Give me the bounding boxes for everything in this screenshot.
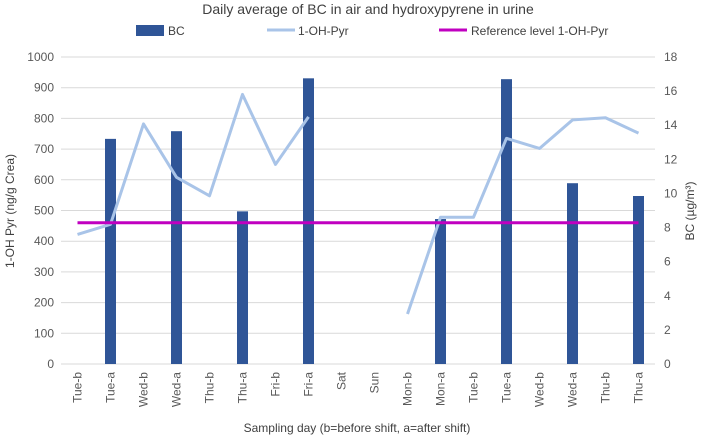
left-axis-ticks: 0 100 200 300 400 500 600 700 800 900 1000	[27, 50, 54, 371]
y-left-tick-label: 800	[34, 111, 54, 125]
x-tick-label: Sun	[368, 372, 382, 393]
y-left-tick-label: 100	[34, 326, 54, 340]
x-tick-label: Wed-b	[533, 372, 547, 407]
x-tick-label: Tue-b	[71, 372, 85, 403]
x-tick-label: Wed-a	[566, 372, 580, 407]
x-tick-label: Wed-b	[137, 372, 151, 407]
x-tick-label: Mon-a	[434, 372, 448, 406]
bc-bar	[171, 131, 182, 364]
y-left-tick-label: 700	[34, 142, 54, 156]
y-left-tick-label: 400	[34, 234, 54, 248]
chart-title: Daily average of BC in air and hydroxypy…	[202, 1, 534, 17]
x-tick-label: Wed-a	[170, 372, 184, 407]
gridlines	[61, 56, 655, 365]
bc-bar	[435, 219, 446, 364]
bc-bar	[237, 211, 248, 364]
bc-bar	[303, 78, 314, 364]
series-lines	[77, 92, 640, 315]
bc-bar	[567, 183, 578, 364]
y-axis-left-title: 1-OH Pyr (ng/g Crea)	[3, 154, 17, 268]
y-left-tick-label: 300	[34, 265, 54, 279]
y-right-tick-label: 14	[664, 118, 678, 132]
y-left-tick-label: 200	[34, 296, 54, 310]
y-right-tick-label: 12	[664, 152, 678, 166]
y-right-tick-label: 6	[664, 255, 671, 269]
y-right-tick-label: 0	[664, 357, 671, 371]
x-tick-label: Thu-a	[632, 372, 646, 404]
bc-bar	[633, 196, 644, 364]
y-left-tick-label: 600	[34, 173, 54, 187]
y-axis-right-title: BC (µg/m³)	[683, 182, 697, 241]
legend-label-bc: BC	[168, 24, 185, 38]
y-left-tick-label: 500	[34, 204, 54, 218]
x-tick-label: Tue-b	[467, 372, 481, 403]
pyr-line-segment	[77, 92, 310, 236]
legend: BC 1-OH-Pyr Reference level 1-OH-Pyr	[136, 24, 608, 38]
x-tick-label: Tue-a	[104, 372, 118, 403]
x-tick-label: Sat	[335, 371, 349, 390]
x-tick-label: Fri-a	[302, 372, 316, 397]
bc-bars	[105, 78, 644, 364]
y-left-tick-label: 900	[34, 81, 54, 95]
legend-label-1-oh-pyr: 1-OH-Pyr	[298, 24, 349, 38]
y-right-tick-label: 16	[664, 84, 678, 98]
y-right-tick-label: 2	[664, 323, 671, 337]
y-right-tick-label: 18	[664, 50, 678, 64]
x-axis-ticks: Tue-b Tue-a Wed-b Wed-a Thu-b Thu-a Fri-b Fri-a…	[71, 371, 646, 407]
x-tick-label: Fri-b	[269, 372, 283, 397]
pyr-line-segment	[406, 116, 640, 315]
right-axis-ticks: 0 2 4 6 8 10 12 14 16 18	[664, 50, 678, 371]
legend-swatch-bc	[136, 25, 164, 36]
y-left-tick-label: 0	[47, 357, 54, 371]
y-right-tick-label: 10	[664, 186, 678, 200]
x-tick-label: Thu-b	[599, 372, 613, 404]
y-right-tick-label: 4	[664, 289, 671, 303]
x-tick-label: Mon-b	[401, 372, 415, 406]
y-left-tick-label: 1000	[27, 50, 54, 64]
x-tick-label: Tue-a	[500, 372, 514, 403]
x-tick-label: Thu-a	[236, 372, 250, 404]
x-tick-label: Thu-b	[203, 372, 217, 404]
x-axis-title: Sampling day (b=before shift, a=after sh…	[244, 421, 471, 435]
legend-label-reference-level: Reference level 1-OH-Pyr	[471, 24, 608, 38]
y-right-tick-label: 8	[664, 221, 671, 235]
bc-bar	[105, 138, 116, 364]
